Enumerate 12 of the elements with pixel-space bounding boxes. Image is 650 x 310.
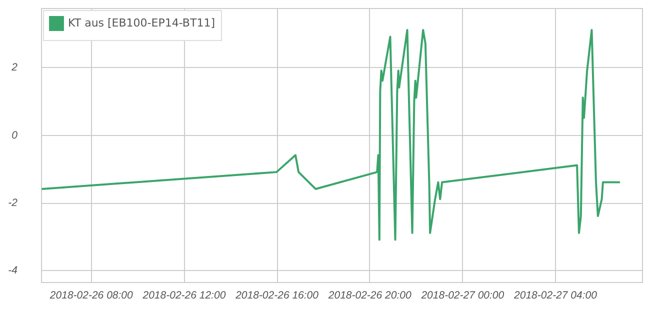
legend-label: KT aus [EB100-EP14-BT11] [68, 16, 215, 30]
y-tick-label: 0 [12, 129, 18, 142]
x-tick-label: 2018-02-26 08:00 [48, 290, 133, 302]
y-tick-label: -4 [8, 264, 18, 277]
x-tick-label: 2018-02-27 04:00 [513, 290, 598, 302]
x-tick-label: 2018-02-26 20:00 [327, 290, 412, 302]
y-tick-label: 2 [10, 62, 18, 74]
x-tick-label: 2018-02-27 00:00 [420, 290, 504, 302]
y-tick-label: -2 [8, 197, 18, 210]
x-tick-label: 2018-02-26 16:00 [234, 290, 319, 302]
line-series [40, 28, 621, 241]
x-tick-label: 2018-02-26 12:00 [142, 290, 226, 302]
